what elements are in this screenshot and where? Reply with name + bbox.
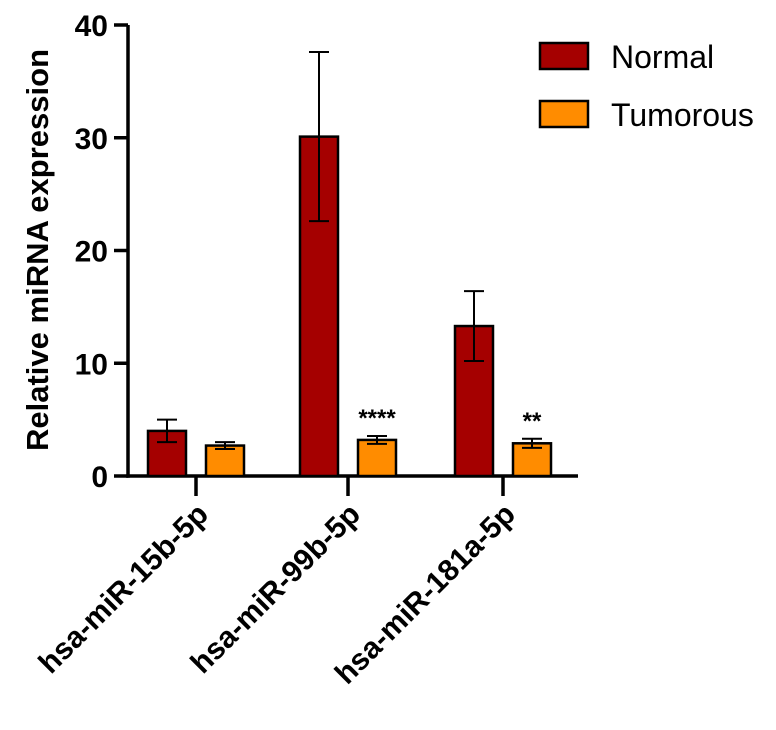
x-category-label: hsa-miR-99b-5p bbox=[184, 498, 366, 680]
bar-tumorous-1 bbox=[356, 438, 398, 478]
y-tick-label: 0 bbox=[91, 461, 108, 494]
bar-normal-0 bbox=[146, 429, 188, 478]
significance-label: ** bbox=[523, 408, 542, 435]
significance-annotations: **** ** bbox=[358, 405, 542, 435]
y-tick-label: 30 bbox=[75, 123, 108, 156]
y-tick-label: 10 bbox=[75, 348, 108, 381]
significance-label: **** bbox=[358, 405, 396, 432]
y-tick-label: 40 bbox=[75, 10, 108, 43]
legend-label-tumorous: Tumorous bbox=[611, 97, 754, 133]
y-axis-label: Relative miRNA expression bbox=[20, 49, 55, 451]
legend-swatch-tumorous bbox=[538, 99, 590, 129]
bar-tumorous-0 bbox=[204, 444, 246, 478]
y-tick-label: 20 bbox=[75, 236, 108, 269]
bar-normal-2 bbox=[453, 324, 495, 478]
legend-label-normal: Normal bbox=[611, 39, 714, 75]
bars bbox=[146, 135, 553, 478]
legend: Normal Tumorous bbox=[538, 39, 754, 133]
x-axis: hsa-miR-15b-5phsa-miR-99b-5phsa-miR-181a… bbox=[32, 474, 578, 691]
y-axis: 0 10 20 30 40 bbox=[75, 10, 130, 494]
error-bars bbox=[157, 51, 542, 450]
legend-swatch-normal bbox=[538, 41, 590, 71]
